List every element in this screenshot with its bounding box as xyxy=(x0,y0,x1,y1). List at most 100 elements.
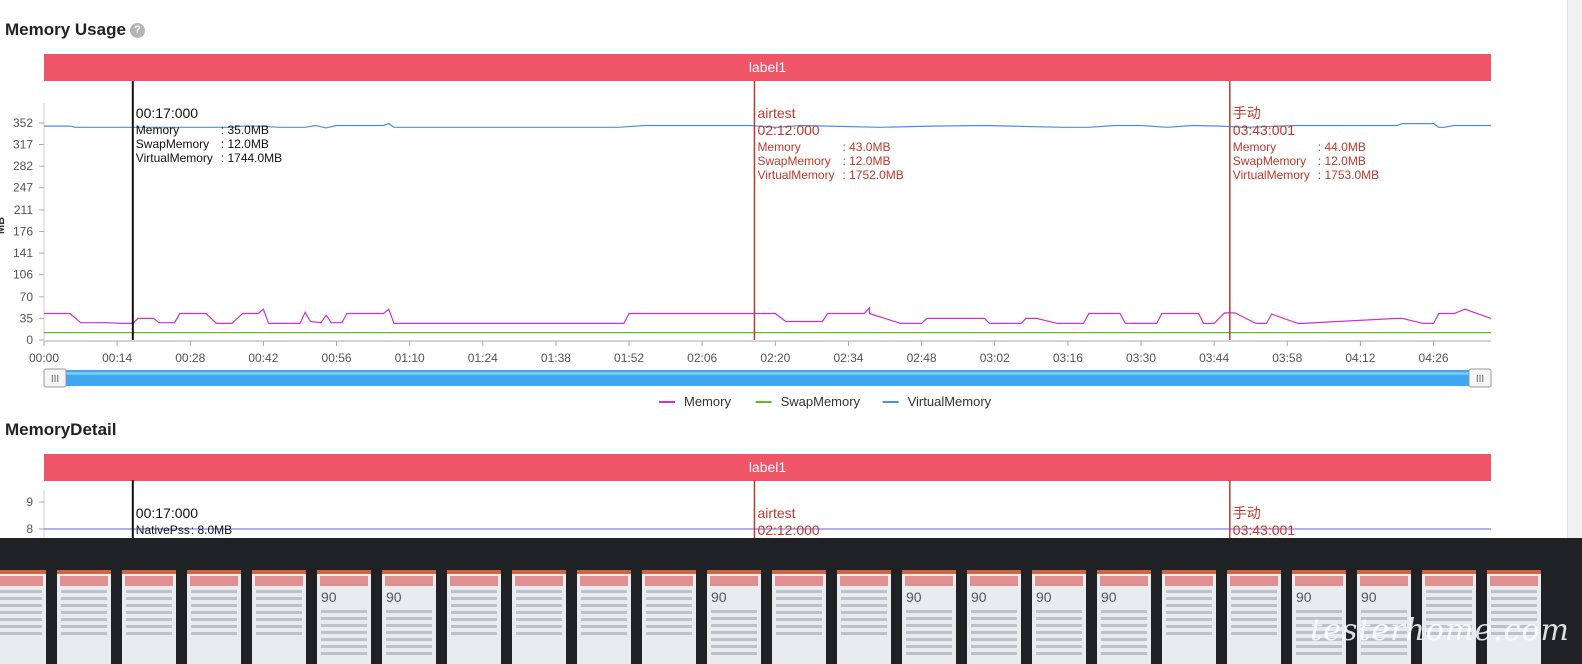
memory-detail-title: MemoryDetail xyxy=(5,420,117,439)
screenshot-thumbnail-strip: 90 90 90 90 90 90 90 90 90 testerhome.com xyxy=(0,538,1582,664)
y-axis-label: MB xyxy=(0,217,7,234)
legend-label-memory: Memory xyxy=(684,394,731,409)
screenshot-thumbnail[interactable] xyxy=(1162,570,1216,664)
thumbnail-fps: 90 xyxy=(1361,589,1377,605)
event-marker-key: Memory xyxy=(1233,140,1276,154)
event-marker-time: 03:43:001 xyxy=(1233,122,1295,138)
event-marker-value: : 12.0MB xyxy=(842,154,890,168)
x-tick-label: 03:44 xyxy=(1199,351,1229,365)
thumbnail-fps: 90 xyxy=(386,589,402,605)
x-tick-label: 03:16 xyxy=(1053,351,1083,365)
x-tick-label: 00:14 xyxy=(102,351,132,365)
thumbnail-fps: 90 xyxy=(906,589,922,605)
event-marker-time: 00:17:000 xyxy=(136,505,198,521)
screenshot-thumbnail[interactable] xyxy=(1227,570,1281,664)
x-tick-label: 03:58 xyxy=(1272,351,1302,365)
event-marker-title: 手动 xyxy=(1233,105,1261,121)
y-tick-label: 282 xyxy=(13,159,33,173)
event-marker-key: VirtualMemory xyxy=(1233,168,1310,182)
x-tick-label: 01:52 xyxy=(614,351,644,365)
screenshot-thumbnail[interactable]: 90 xyxy=(1357,570,1411,664)
event-marker-time: 03:43:001 xyxy=(1233,522,1295,538)
event-marker-value: : 1753.0MB xyxy=(1318,168,1379,182)
screenshot-thumbnail[interactable] xyxy=(1422,570,1476,664)
y-tick-label: 317 xyxy=(13,138,33,152)
event-marker-value: : 8.0MB xyxy=(191,523,232,537)
y-tick-label: 70 xyxy=(20,290,34,304)
page-scrollbar[interactable] xyxy=(1567,0,1582,540)
slider-handle-right xyxy=(1468,368,1492,388)
screenshot-thumbnail[interactable] xyxy=(577,570,631,664)
screenshot-thumbnail[interactable]: 90 xyxy=(707,570,761,664)
screenshot-thumbnail[interactable] xyxy=(642,570,696,664)
event-marker-title: 手动 xyxy=(1233,505,1261,521)
x-tick-label: 03:02 xyxy=(980,351,1010,365)
screenshot-thumbnail[interactable]: 90 xyxy=(902,570,956,664)
thumbnail-fps: 90 xyxy=(711,589,727,605)
y-tick-label: 106 xyxy=(13,268,33,282)
event-marker-value: : 1752.0MB xyxy=(842,168,903,182)
x-tick-label: 04:26 xyxy=(1419,351,1449,365)
event-marker-key: SwapMemory xyxy=(757,154,830,168)
y-tick-label: 0 xyxy=(26,333,33,347)
event-marker-time: 00:17:000 xyxy=(136,105,198,121)
x-tick-label: 02:34 xyxy=(833,351,863,365)
event-marker-key: NativePss xyxy=(136,523,190,537)
series-line-virtualmemory xyxy=(44,122,1491,129)
screenshot-thumbnail[interactable]: 90 xyxy=(317,570,371,664)
screenshot-thumbnail[interactable] xyxy=(252,570,306,664)
screenshot-thumbnail[interactable] xyxy=(837,570,891,664)
watermark: testerhome.com xyxy=(1310,613,1570,648)
screenshot-thumbnail[interactable] xyxy=(447,570,501,664)
y-tick-label: 35 xyxy=(20,311,34,325)
screenshot-thumbnail[interactable] xyxy=(772,570,826,664)
event-marker-key: SwapMemory xyxy=(1233,154,1306,168)
memory-usage-chart: 0 35 70 106 141 176 211 247 282 317 352 MB 00:00 00:1… xyxy=(0,81,1492,409)
screenshot-thumbnail[interactable] xyxy=(1487,570,1541,664)
event-marker-key: Memory xyxy=(136,123,179,137)
event-marker-value: : 43.0MB xyxy=(842,140,890,154)
screenshot-thumbnail[interactable]: 90 xyxy=(1292,570,1346,664)
screenshot-thumbnail[interactable] xyxy=(122,570,176,664)
x-tick-label: 00:28 xyxy=(175,351,205,365)
screenshot-thumbnail[interactable]: 90 xyxy=(382,570,436,664)
x-tick-label: 01:38 xyxy=(541,351,571,365)
timeline-slider-highlight xyxy=(44,372,1491,375)
x-tick-label: 01:10 xyxy=(395,351,425,365)
legend-label-virtualmemory: VirtualMemory xyxy=(908,394,992,409)
event-marker-value: : 12.0MB xyxy=(221,137,269,151)
event-marker-title: airtest xyxy=(757,505,795,521)
legend-label-swapmemory: SwapMemory xyxy=(781,394,861,409)
screenshot-thumbnail[interactable]: 90 xyxy=(1097,570,1151,664)
event-marker-time: 02:12:000 xyxy=(757,522,819,538)
screenshot-thumbnail[interactable]: 90 xyxy=(1032,570,1086,664)
label-band-detail: label1 xyxy=(44,454,1491,481)
thumbnail-fps: 90 xyxy=(1036,589,1052,605)
thumbnail-fps: 90 xyxy=(1101,589,1117,605)
x-tick-label: 04:12 xyxy=(1345,351,1375,365)
x-tick-label: 00:56 xyxy=(322,351,352,365)
screenshot-thumbnail[interactable] xyxy=(512,570,566,664)
help-icon[interactable]: ? xyxy=(129,23,145,38)
y-tick-label: 352 xyxy=(13,116,33,130)
x-tick-label: 01:24 xyxy=(468,351,498,365)
slider-handle-grip: III xyxy=(1476,374,1484,385)
screenshot-thumbnail[interactable] xyxy=(187,570,241,664)
slider-handle-grip: III xyxy=(51,374,59,385)
screenshot-thumbnail[interactable] xyxy=(57,570,111,664)
thumbnail-fps: 90 xyxy=(971,589,987,605)
event-marker-value: : 44.0MB xyxy=(1318,140,1366,154)
y-tick-label: 176 xyxy=(13,225,33,239)
y-tick-label: 141 xyxy=(13,246,33,260)
label-band: label1 xyxy=(44,54,1491,81)
event-marker-title: airtest xyxy=(757,105,795,121)
memory-usage-title: Memory Usage? xyxy=(5,20,145,40)
slider-handle-left xyxy=(43,368,67,388)
screenshot-thumbnail[interactable] xyxy=(0,570,46,664)
series-line-memory xyxy=(44,306,1492,324)
y-tick-label: 8 xyxy=(26,522,33,536)
event-marker-key: VirtualMemory xyxy=(136,151,213,165)
x-tick-label: 02:20 xyxy=(760,351,790,365)
y-tick-label: 9 xyxy=(26,495,33,509)
screenshot-thumbnail[interactable]: 90 xyxy=(967,570,1021,664)
